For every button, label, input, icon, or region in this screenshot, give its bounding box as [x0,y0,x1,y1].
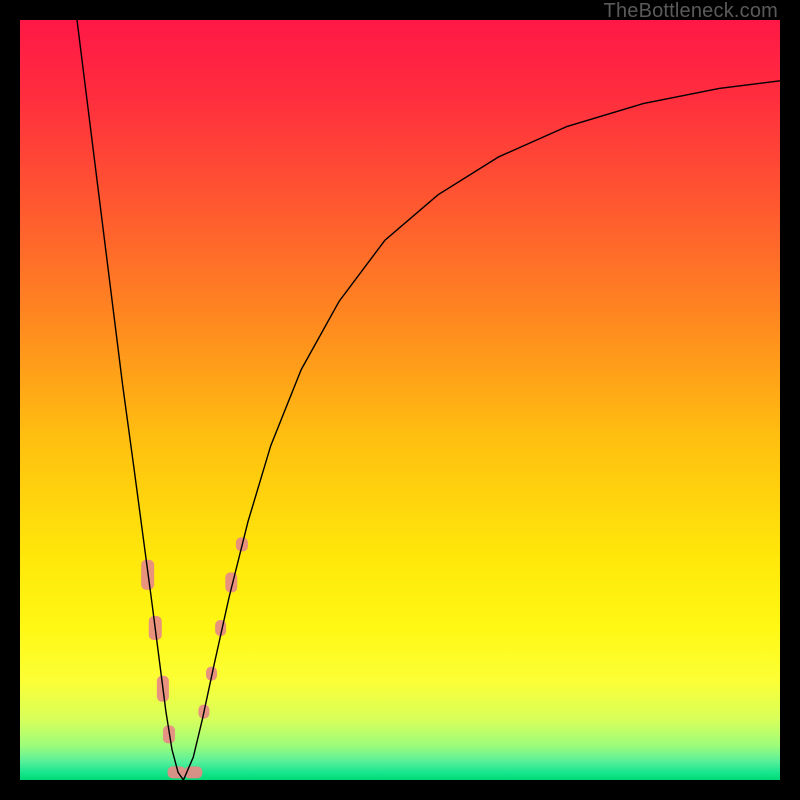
figure-frame: TheBottleneck.com [0,0,800,800]
right-branch-path [183,81,780,780]
marker-group [141,537,248,778]
plot-area [20,20,780,780]
left-branch-path [77,20,183,780]
curve-layer [20,20,780,780]
